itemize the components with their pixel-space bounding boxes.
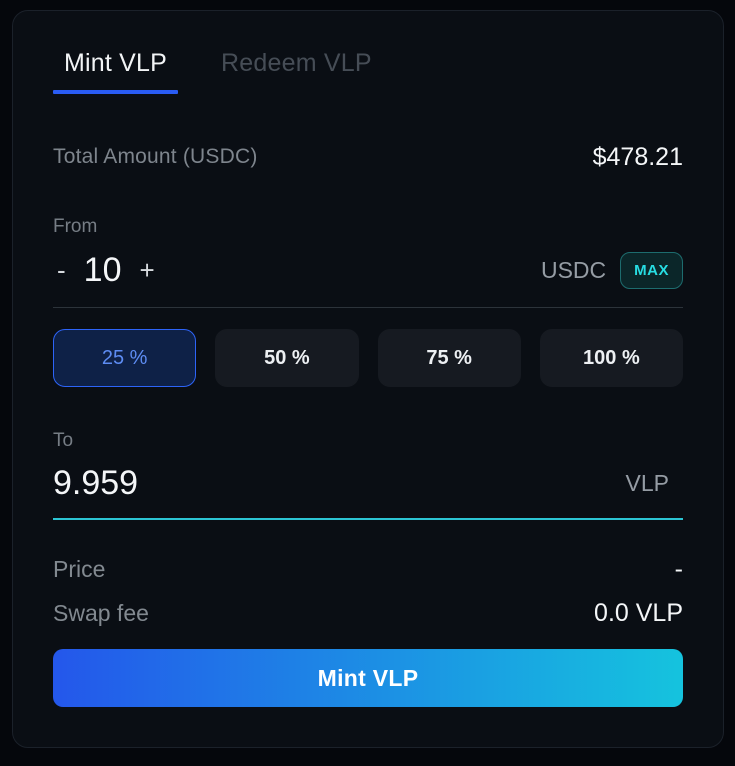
- to-amount-value: 9.959: [53, 464, 139, 502]
- price-value: -: [674, 554, 683, 583]
- tab-redeem-vlp-label: Redeem VLP: [221, 49, 372, 77]
- total-amount-value: $478.21: [592, 142, 683, 171]
- from-token-label: USDC: [540, 256, 607, 283]
- to-amount-row: 9.959 VLP: [53, 462, 683, 504]
- from-label: From: [53, 216, 98, 237]
- total-amount-label: Total Amount (USDC): [53, 145, 258, 168]
- max-button[interactable]: MAX: [620, 251, 683, 289]
- mint-vlp-button[interactable]: Mint VLP: [53, 649, 683, 707]
- from-amount-input[interactable]: 10: [83, 251, 122, 289]
- price-label: Price: [53, 555, 106, 582]
- to-token-label: VLP: [625, 469, 669, 496]
- increment-button[interactable]: +: [136, 257, 159, 283]
- tab-redeem-vlp[interactable]: Redeem VLP: [210, 49, 383, 94]
- amount-stepper: - 10 +: [53, 253, 159, 287]
- swap-fee-row: Swap fee 0.0 VLP: [53, 598, 683, 628]
- percent-options: 25 % 50 % 75 % 100 %: [53, 329, 683, 387]
- percent-75-button[interactable]: 75 %: [377, 329, 521, 387]
- active-tab-indicator: [53, 90, 179, 94]
- percent-100-button[interactable]: 100 %: [539, 329, 683, 387]
- decrement-button[interactable]: -: [53, 257, 70, 283]
- from-amount-row: - 10 + USDC MAX: [53, 248, 683, 292]
- tab-mint-vlp[interactable]: Mint VLP: [53, 49, 179, 94]
- total-amount-row: Total Amount (USDC) $478.21: [53, 142, 683, 172]
- tab-mint-vlp-label: Mint VLP: [64, 49, 168, 77]
- from-token-side: USDC MAX: [540, 251, 683, 289]
- tab-bar: Mint VLP Redeem VLP: [53, 49, 683, 94]
- percent-50-button[interactable]: 50 %: [215, 329, 359, 387]
- from-divider: [53, 307, 683, 308]
- to-label: To: [53, 430, 74, 451]
- mint-card: Mint VLP Redeem VLP Total Amount (USDC) …: [12, 10, 724, 748]
- price-row: Price -: [53, 554, 683, 584]
- swap-fee-value: 0.0 VLP: [594, 598, 683, 627]
- swap-fee-label: Swap fee: [53, 599, 149, 626]
- percent-25-button[interactable]: 25 %: [53, 329, 197, 387]
- to-divider: [53, 518, 683, 520]
